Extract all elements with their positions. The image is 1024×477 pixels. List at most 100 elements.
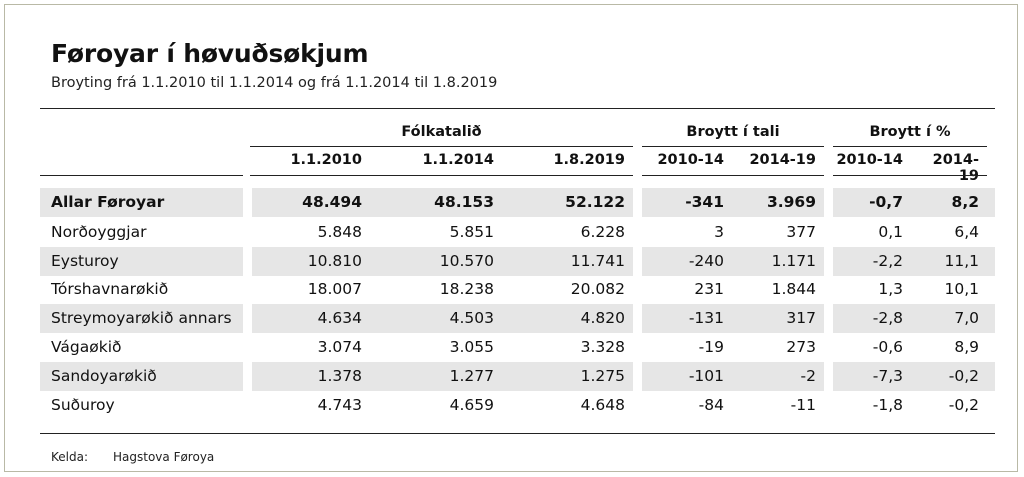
- row-name: Allar Føroyar: [51, 193, 165, 211]
- row-value: 317: [786, 309, 816, 327]
- row-value: -131: [688, 309, 724, 327]
- row-gap: [824, 362, 833, 391]
- header-rule-name: [40, 175, 243, 176]
- row-value: 1.378: [317, 367, 362, 385]
- row-value: 0,1: [878, 223, 903, 241]
- source-label: Kelda:: [51, 450, 89, 464]
- row-value: 1.275: [580, 367, 625, 385]
- row-value: 4.659: [449, 396, 494, 414]
- page-subtitle: Broyting frá 1.1.2010 til 1.1.2014 og fr…: [51, 75, 498, 91]
- row-value: 5.851: [449, 223, 494, 241]
- row-value: 20.082: [570, 280, 625, 298]
- group-header-population: Fólkatalið: [401, 124, 482, 140]
- row-value: 3.055: [449, 338, 494, 356]
- row-name: Streymoyarøkið annars: [51, 309, 232, 327]
- row-value: 52.122: [565, 193, 625, 211]
- row-value: 231: [694, 280, 724, 298]
- row-value: -1,8: [872, 396, 903, 414]
- row-value: 4.743: [317, 396, 362, 414]
- row-value: 1.171: [771, 252, 816, 270]
- row-name: Suðuroy: [51, 396, 115, 414]
- row-gap: [243, 304, 252, 333]
- row-name: Eysturoy: [51, 252, 119, 270]
- row-name: Tórshavnarøkið: [51, 280, 169, 298]
- row-value: 11.741: [570, 252, 625, 270]
- table-row: Tórshavnarøkið 18.007 18.238 20.082 231 1.844…: [40, 275, 995, 304]
- bottom-rule: [40, 433, 995, 434]
- row-value: 6.228: [580, 223, 625, 241]
- row-value: -240: [688, 252, 724, 270]
- row-value: 3.074: [317, 338, 362, 356]
- row-value: -341: [685, 193, 724, 211]
- row-gap: [824, 188, 833, 217]
- row-gap: [633, 362, 642, 391]
- row-value: 273: [786, 338, 816, 356]
- row-value: -2: [800, 367, 816, 385]
- column-header: 2010-14: [657, 152, 724, 168]
- row-value: 8,2: [951, 193, 979, 211]
- row-value: 10,1: [944, 280, 979, 298]
- row-value: 11,1: [944, 252, 979, 270]
- table-row: Streymoyarøkið annars 4.634 4.503 4.820 -131…: [40, 304, 995, 333]
- row-name: Vágaøkið: [51, 338, 122, 356]
- row-value: -0,6: [872, 338, 903, 356]
- column-header: 1.8.2019: [553, 152, 625, 168]
- column-header: 2014-19: [749, 152, 816, 168]
- row-value: 4.820: [580, 309, 625, 327]
- row-value: -11: [790, 396, 816, 414]
- group-header-change-count: Broytt í tali: [686, 124, 780, 140]
- column-header: 1.1.2014: [422, 152, 494, 168]
- row-value: -101: [688, 367, 724, 385]
- row-name: Norðoyggjar: [51, 223, 147, 241]
- row-gap: [824, 247, 833, 276]
- header-rule-change-count: [642, 175, 824, 176]
- row-value: 48.494: [302, 193, 362, 211]
- row-value: 6,4: [954, 223, 979, 241]
- row-value: -2,8: [872, 309, 903, 327]
- top-rule: [40, 108, 995, 109]
- row-value: 3.328: [580, 338, 625, 356]
- row-gap: [633, 304, 642, 333]
- row-value: 10.570: [439, 252, 494, 270]
- table-row: Sandoyarøkið 1.378 1.277 1.275 -101 -2 -7,3 -0,…: [40, 362, 995, 391]
- group-rule-population: [250, 146, 633, 147]
- row-value: 48.153: [434, 193, 494, 211]
- row-value: 1.844: [771, 280, 816, 298]
- row-value: -0,2: [948, 367, 979, 385]
- row-value: 10.810: [307, 252, 362, 270]
- row-value: 7,0: [954, 309, 979, 327]
- row-value: -84: [698, 396, 724, 414]
- row-value: 4.503: [449, 309, 494, 327]
- row-value: 3.969: [766, 193, 816, 211]
- row-value: 18.007: [307, 280, 362, 298]
- row-value: -7,3: [872, 367, 903, 385]
- source-value: Hagstova Føroya: [113, 450, 215, 464]
- row-value: 18.238: [439, 280, 494, 298]
- row-value: 8,9: [954, 338, 979, 356]
- header-rule-population: [250, 175, 633, 176]
- row-value: 1,3: [878, 280, 903, 298]
- page-title: Føroyar í høvuðsøkjum: [51, 39, 369, 68]
- table-card: Føroyar í høvuðsøkjum Broyting frá 1.1.2…: [4, 4, 1018, 472]
- row-gap: [824, 304, 833, 333]
- row-gap: [243, 362, 252, 391]
- row-name: Sandoyarøkið: [51, 367, 157, 385]
- row-value: 4.634: [317, 309, 362, 327]
- row-value: -19: [698, 338, 724, 356]
- table-row: Allar Føroyar 48.494 48.153 52.122 -341 3.969…: [40, 188, 995, 217]
- row-gap: [243, 247, 252, 276]
- group-rule-change-count: [642, 146, 824, 147]
- group-rule-change-pct: [833, 146, 987, 147]
- row-gap: [633, 188, 642, 217]
- row-gap: [243, 188, 252, 217]
- row-value: 1.277: [449, 367, 494, 385]
- table-row: Vágaøkið 3.074 3.055 3.328 -19 273 -0,6 8,9: [40, 333, 995, 362]
- column-header: 1.1.2010: [290, 152, 362, 168]
- column-header: 2014-19: [932, 152, 979, 184]
- row-value: 4.648: [580, 396, 625, 414]
- table-row: Norðoyggjar 5.848 5.851 6.228 3 377 0,1 6,4: [40, 218, 995, 247]
- column-header: 2010-14: [836, 152, 903, 168]
- row-value: -0,2: [948, 396, 979, 414]
- row-value: 3: [714, 223, 724, 241]
- table-row: Eysturoy 10.810 10.570 11.741 -240 1.171 -2,2 1…: [40, 247, 995, 276]
